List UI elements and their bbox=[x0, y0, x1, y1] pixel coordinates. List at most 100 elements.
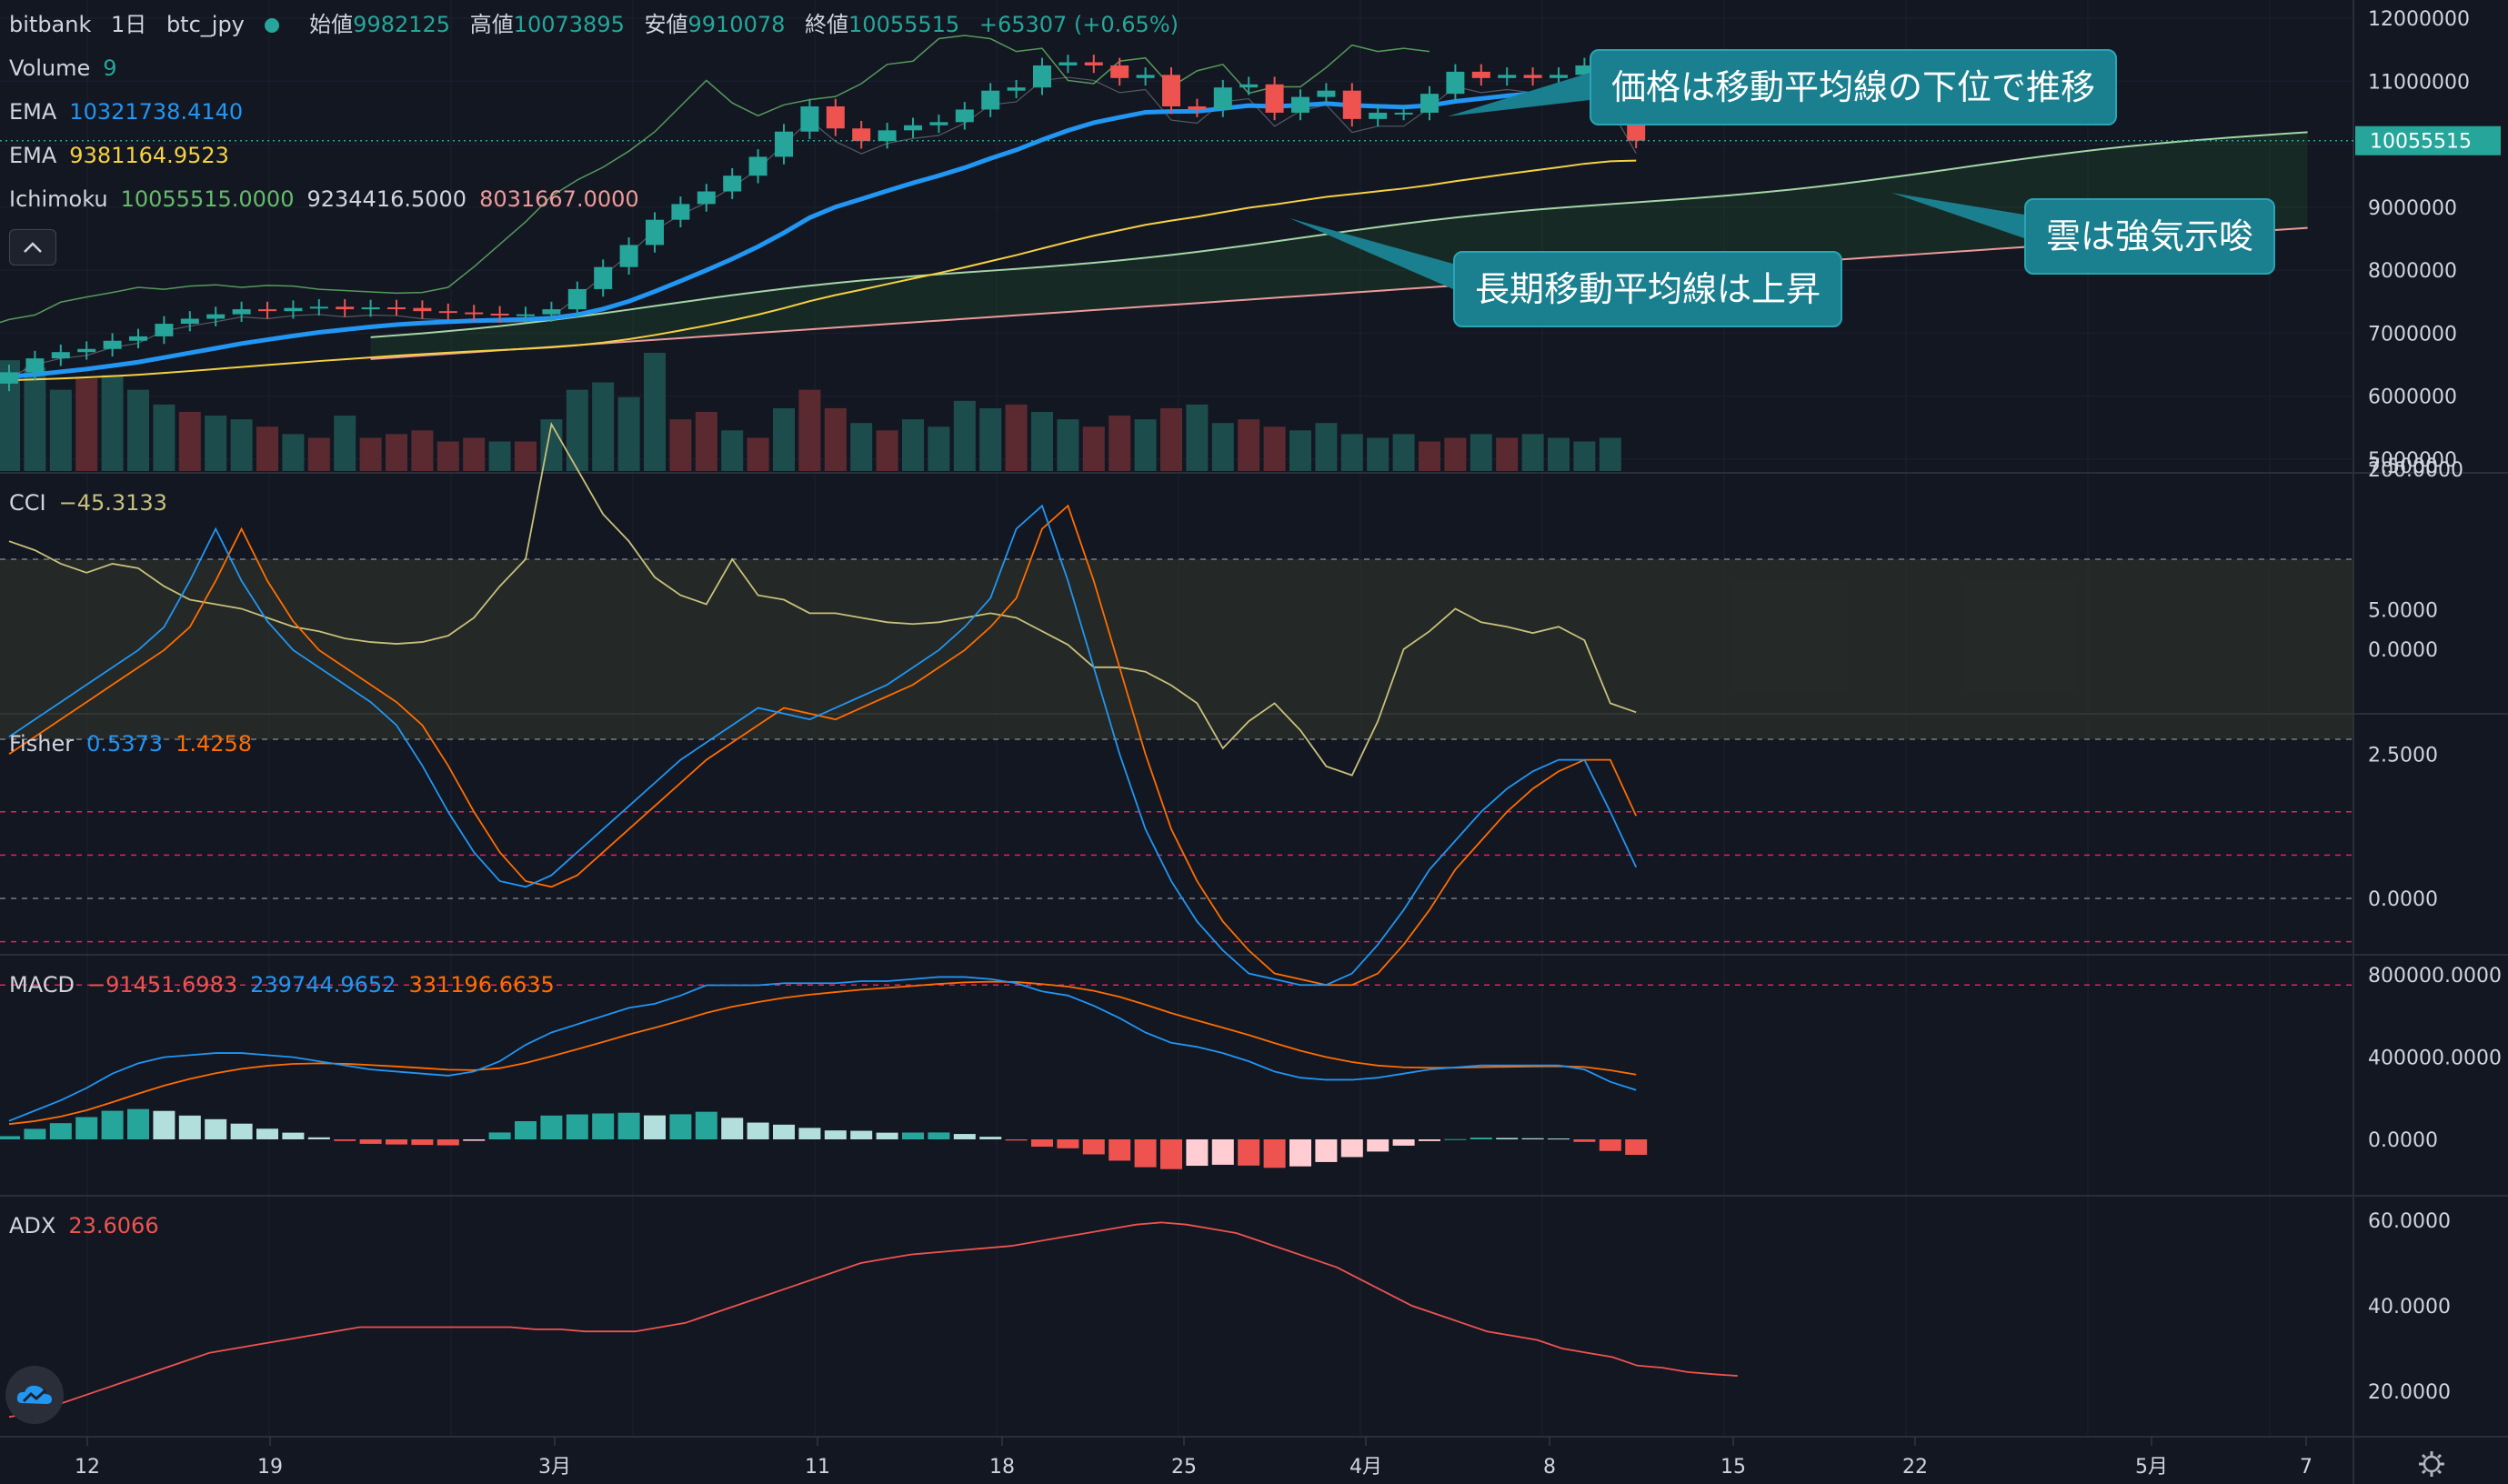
macd-histogram-bar bbox=[1289, 1139, 1311, 1167]
macd-label: MACD bbox=[9, 972, 75, 998]
candle-body bbox=[981, 90, 1000, 110]
candle-body bbox=[1342, 90, 1361, 119]
volume-bar bbox=[411, 430, 434, 471]
volume-legend[interactable]: Volume 9 bbox=[9, 55, 130, 82]
candle-body bbox=[542, 309, 561, 315]
volume-bar bbox=[928, 426, 950, 471]
adx-legend[interactable]: ADX 23.6066 bbox=[9, 1212, 172, 1239]
candle-body bbox=[1420, 94, 1439, 113]
cci-band bbox=[0, 559, 2353, 739]
symbol-label[interactable]: btc_jpy bbox=[166, 12, 245, 37]
volume-bar bbox=[1238, 419, 1260, 471]
price-tick-label: 12000000 bbox=[2368, 8, 2470, 31]
interval-label[interactable]: 1日 bbox=[111, 12, 147, 37]
ema2-legend[interactable]: EMA 9381164.9523 bbox=[9, 142, 242, 169]
collapse-legend-button[interactable] bbox=[9, 229, 56, 266]
time-tick-label: 4月 bbox=[1349, 1456, 1382, 1479]
candle bbox=[1265, 76, 1284, 121]
high-value: 10073895 bbox=[513, 12, 625, 37]
close-label: 終値 bbox=[805, 12, 849, 37]
candle-body bbox=[155, 324, 174, 336]
candle bbox=[1033, 57, 1051, 95]
macd-histogram-bar bbox=[307, 1137, 330, 1139]
callout-price: 価格は移動平均線の下位で推移 bbox=[1590, 49, 2118, 125]
candle-body bbox=[258, 309, 276, 312]
fisher-legend[interactable]: Fisher 0.5373 1.4258 bbox=[9, 730, 265, 757]
candle-body bbox=[51, 352, 70, 359]
volume-bar bbox=[1444, 437, 1467, 471]
macd-histogram-bar bbox=[1470, 1138, 1492, 1139]
volume-bar bbox=[49, 389, 72, 471]
cci-legend[interactable]: CCI −45.3133 bbox=[9, 489, 180, 516]
macd-histogram-bar bbox=[928, 1132, 950, 1139]
candle bbox=[25, 350, 45, 380]
macd-histogram-bar bbox=[798, 1128, 821, 1139]
volume-bar bbox=[1573, 441, 1596, 471]
macd-histogram-bar bbox=[1031, 1139, 1053, 1148]
ema1-legend[interactable]: EMA 10321738.4140 bbox=[9, 98, 256, 125]
ichimoku-legend[interactable]: Ichimoku 10055515.0000 9234416.5000 8031667… bbox=[9, 186, 652, 213]
ichimoku-cloud bbox=[370, 132, 2308, 359]
macd-legend[interactable]: MACD −91451.6983 239744.9652 331196.6635 bbox=[9, 971, 567, 998]
candle bbox=[1369, 105, 1388, 127]
volume-bar bbox=[178, 412, 201, 471]
candle-body bbox=[723, 175, 742, 192]
chart-header: bitbank 1日 btc_jpy 始値9982125 高値10073895 … bbox=[9, 11, 1191, 38]
candle bbox=[284, 300, 303, 319]
volume-bar bbox=[1496, 437, 1519, 471]
candle-body bbox=[567, 288, 587, 310]
macd-histogram-bar bbox=[153, 1110, 176, 1139]
macd-histogram-bar bbox=[1238, 1139, 1260, 1166]
fisher-label: Fisher bbox=[9, 731, 75, 757]
macd-histogram-bar bbox=[205, 1118, 227, 1139]
macd-histogram-bar bbox=[334, 1139, 356, 1141]
volume-bar bbox=[1186, 404, 1209, 471]
candle bbox=[387, 299, 406, 316]
macd-histogram-bar bbox=[876, 1132, 898, 1139]
volume-bar bbox=[824, 407, 847, 471]
macd-histogram-bar bbox=[1186, 1139, 1209, 1167]
callout-cloud: 雲は強気示唆 bbox=[2024, 198, 2276, 275]
volume-bar bbox=[1031, 412, 1053, 471]
candle bbox=[0, 365, 18, 392]
price-tick-label: 5000000 bbox=[2368, 449, 2457, 472]
candle bbox=[1136, 67, 1155, 86]
candle bbox=[413, 300, 432, 319]
candle bbox=[878, 123, 897, 149]
cci-value: −45.3133 bbox=[58, 490, 167, 516]
candle bbox=[1291, 89, 1309, 121]
candle-body bbox=[878, 130, 897, 142]
candle-body bbox=[826, 106, 845, 129]
candle bbox=[1007, 79, 1026, 98]
macd-histogram-bar bbox=[256, 1128, 278, 1139]
candle bbox=[1394, 105, 1413, 121]
fisher-value-2: 1.4258 bbox=[176, 731, 253, 757]
candle-body bbox=[594, 266, 613, 289]
volume-bar bbox=[1548, 437, 1570, 471]
candle bbox=[1213, 79, 1232, 117]
macd-histogram-bar bbox=[1392, 1139, 1415, 1146]
ema2-label: EMA bbox=[9, 143, 57, 168]
candle bbox=[51, 344, 70, 366]
macd-value-2: 239744.9652 bbox=[250, 972, 396, 998]
volume-bar bbox=[1134, 419, 1157, 471]
candle bbox=[1342, 83, 1361, 127]
time-tick-label: 7 bbox=[2300, 1456, 2312, 1479]
macd-histogram-bar bbox=[1263, 1139, 1286, 1168]
macd-histogram-bar bbox=[1496, 1138, 1519, 1139]
volume-bar bbox=[101, 375, 124, 471]
ichimoku-span-b bbox=[370, 226, 2308, 360]
cci-tick-label: 0.0000 bbox=[2368, 639, 2438, 662]
fisher-tick-label: 5.0000 bbox=[2368, 600, 2438, 623]
settings-gear-icon[interactable] bbox=[2417, 1449, 2446, 1479]
cci-tick-label: 200.0000 bbox=[2368, 459, 2463, 482]
volume-bar bbox=[1211, 423, 1234, 471]
ema2-value: 9381164.9523 bbox=[69, 143, 229, 168]
candle-body bbox=[775, 131, 793, 157]
macd-tick-label: 0.0000 bbox=[2368, 1129, 2438, 1152]
macd-histogram-bar bbox=[488, 1132, 511, 1139]
tradingview-logo-button[interactable] bbox=[5, 1366, 64, 1424]
volume-bar bbox=[1082, 426, 1105, 471]
macd-histogram-bar bbox=[515, 1120, 537, 1139]
candle-body bbox=[671, 204, 690, 220]
